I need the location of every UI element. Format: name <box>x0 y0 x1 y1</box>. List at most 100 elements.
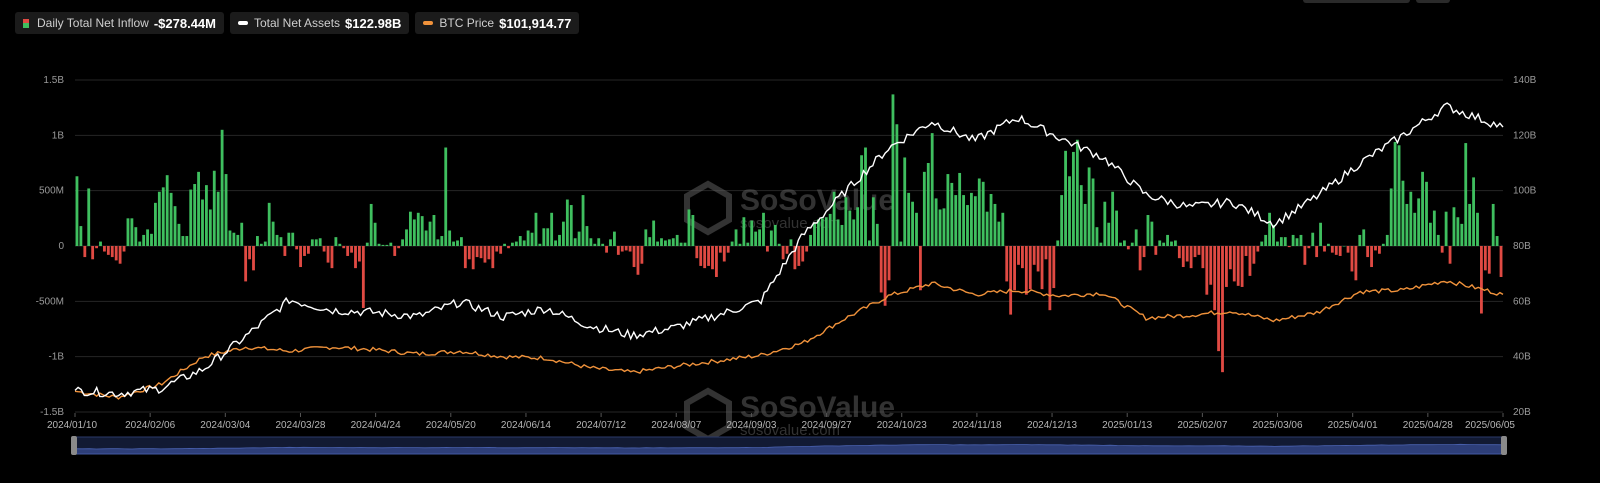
inflow-bar <box>585 226 589 246</box>
inflow-bar <box>742 217 746 246</box>
inflow-bar <box>377 243 381 246</box>
inflow-swatch-icon <box>23 18 29 28</box>
x-tick-label: 2025/04/01 <box>1328 420 1378 431</box>
inflow-bar <box>456 240 459 246</box>
inflow-bar <box>667 239 671 246</box>
inflow-bar <box>942 208 946 246</box>
inflow-bar <box>565 199 569 246</box>
inflow-bar <box>891 94 895 246</box>
inflow-bar <box>1138 246 1142 271</box>
inflow-bar <box>973 196 977 246</box>
legend-assets-value: $122.98B <box>345 15 402 31</box>
inflow-bar <box>828 213 832 246</box>
inflow-bar <box>915 212 918 246</box>
inflow-bar <box>718 246 722 253</box>
assets-swatch-icon <box>237 21 248 25</box>
inflow-bar <box>463 246 467 269</box>
inflow-bar <box>118 246 122 264</box>
inflow-bar <box>522 240 526 246</box>
inflow-bar <box>907 192 911 246</box>
inflow-bar <box>985 211 989 246</box>
total-net-assets-line <box>74 102 1504 398</box>
inflow-bar <box>452 241 455 246</box>
inflow-bar <box>412 219 416 246</box>
inflow-bar <box>1134 229 1138 246</box>
inflow-bar <box>1001 212 1005 246</box>
legend-item-inflow[interactable]: Daily Total Net Inflow -$278.44M <box>15 12 224 34</box>
inflow-bar <box>491 246 495 269</box>
inflow-bar <box>997 221 1001 246</box>
inflow-bar <box>130 218 134 246</box>
inflow-bar <box>169 192 173 246</box>
legend-item-assets[interactable]: Total Net Assets $122.98B <box>229 12 410 34</box>
inflow-bar <box>977 178 981 246</box>
inflow-bar <box>193 184 197 246</box>
inflow-bar <box>691 215 695 246</box>
left-tick-label: -1B <box>48 352 64 363</box>
inflow-bar <box>1017 246 1020 265</box>
inflow-bar <box>550 212 554 246</box>
navigator-right-handle[interactable] <box>1501 436 1507 455</box>
legend-item-btc[interactable]: BTC Price $101,914.77 <box>415 12 580 34</box>
inflow-bar <box>746 242 750 246</box>
inflow-bar <box>722 246 726 262</box>
inflow-bar <box>1009 246 1013 315</box>
inflow-bar <box>1064 150 1067 246</box>
inflow-bar <box>1319 222 1322 246</box>
inflow-bar <box>275 234 279 246</box>
inflow-bar <box>342 246 346 249</box>
inflow-bar <box>110 246 114 258</box>
inflow-bar <box>844 197 848 246</box>
inflow-bar <box>1315 246 1319 258</box>
inflow-bar <box>240 222 244 246</box>
inflow-bar <box>381 244 385 246</box>
toolbar-button-2[interactable] <box>1416 0 1450 3</box>
inflow-bar <box>1228 246 1232 270</box>
inflow-bar <box>83 246 87 258</box>
inflow-bar <box>946 174 950 246</box>
inflow-bar <box>358 246 361 262</box>
inflow-bar <box>934 198 938 246</box>
inflow-bar <box>361 246 365 308</box>
inflow-bar <box>322 246 326 252</box>
inflow-bar <box>208 209 212 246</box>
inflow-bar <box>114 246 118 261</box>
inflow-bar <box>632 246 636 268</box>
inflow-bar <box>699 246 703 266</box>
inflow-bar <box>518 236 522 246</box>
navigator[interactable] <box>71 436 1507 455</box>
inflow-bar <box>711 246 714 270</box>
inflow-bar <box>569 205 573 246</box>
inflow-bar <box>1401 180 1405 246</box>
inflow-bar <box>750 220 754 246</box>
x-tick-label: 2024/06/14 <box>501 420 551 431</box>
inflow-bar <box>542 228 546 246</box>
inflow-bar <box>1417 198 1421 246</box>
inflow-bar <box>487 246 491 260</box>
inflow-bar <box>769 230 773 246</box>
inflow-bar <box>1389 188 1393 246</box>
inflow-bar <box>899 241 903 246</box>
inflow-bar <box>1499 246 1503 277</box>
legend-btc-value: $101,914.77 <box>499 15 572 31</box>
inflow-bar <box>150 233 153 246</box>
inflow-bar <box>1170 241 1173 246</box>
toolbar-button-1[interactable] <box>1303 0 1410 3</box>
inflow-bar <box>436 239 440 246</box>
inflow-bar <box>526 230 530 246</box>
inflow-bar <box>142 234 146 246</box>
x-tick-label: 2024/03/28 <box>275 420 325 431</box>
inflow-bar <box>201 199 204 246</box>
inflow-bar <box>1083 203 1087 246</box>
inflow-bar <box>820 218 824 246</box>
left-tick-label: -1.5B <box>40 407 64 418</box>
inflow-bar <box>1036 246 1040 272</box>
inflow-bar <box>1193 246 1197 258</box>
inflow-bar <box>1221 246 1224 373</box>
x-tick-label: 2024/12/13 <box>1027 420 1077 431</box>
navigator-left-handle[interactable] <box>71 436 77 455</box>
inflow-bar <box>919 246 922 291</box>
right-tick-label: 40B <box>1513 352 1531 363</box>
x-tick-label: 2024/01/10 <box>47 420 97 431</box>
inflow-bar <box>1162 242 1166 246</box>
